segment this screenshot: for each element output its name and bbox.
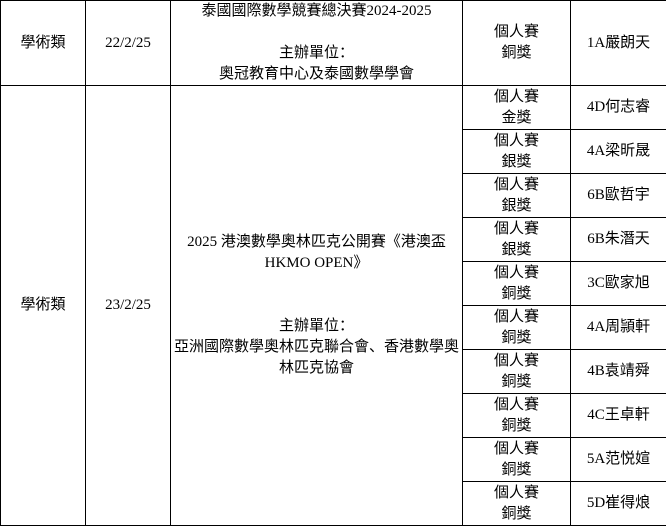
student-cell: 6B歐哲宇 bbox=[571, 174, 666, 218]
award-cell: 個人賽 銅獎 bbox=[463, 350, 571, 394]
event-cell: 2025 港澳數學奧林匹克公開賽《港澳盃 HKMO OPEN》 主辦單位： 亞洲… bbox=[171, 86, 463, 526]
organizer-name: 亞洲國際數學奧林匹克聯合會、香港數學奧林匹克協會 bbox=[173, 337, 460, 379]
award-type: 個人賽 bbox=[465, 175, 568, 196]
award-type: 個人賽 bbox=[465, 219, 568, 240]
category-cell: 學術類 bbox=[1, 1, 86, 86]
date-cell: 22/2/25 bbox=[86, 1, 171, 86]
award-medal: 銅獎 bbox=[465, 504, 568, 525]
date-cell: 23/2/25 bbox=[86, 86, 171, 526]
award-cell: 個人賽 銅獎 bbox=[463, 438, 571, 482]
award-type: 個人賽 bbox=[465, 307, 568, 328]
award-type: 個人賽 bbox=[465, 395, 568, 416]
student-cell: 4C王卓軒 bbox=[571, 394, 666, 438]
award-medal: 銅獎 bbox=[465, 284, 568, 305]
award-type: 個人賽 bbox=[465, 483, 568, 504]
event-title: 泰國國際數學競賽總決賽2024-2025 bbox=[173, 1, 460, 22]
organizer-name: 奧冠教育中心及泰國數學學會 bbox=[173, 64, 460, 85]
student-cell: 4D何志睿 bbox=[571, 86, 666, 130]
award-type: 個人賽 bbox=[465, 87, 568, 108]
organizer-label: 主辦單位： bbox=[173, 316, 460, 337]
student-cell: 6B朱潛天 bbox=[571, 218, 666, 262]
award-cell: 個人賽 銅獎 bbox=[463, 482, 571, 526]
award-medal: 銅獎 bbox=[465, 328, 568, 349]
award-cell: 個人賽 銅獎 bbox=[463, 394, 571, 438]
category-cell: 學術類 bbox=[1, 86, 86, 526]
student-cell: 4A梁昕晟 bbox=[571, 130, 666, 174]
award-medal: 銀獎 bbox=[465, 196, 568, 217]
award-cell: 個人賽 金獎 bbox=[463, 86, 571, 130]
award-cell: 個人賽 銀獎 bbox=[463, 218, 571, 262]
award-cell: 個人賽 銀獎 bbox=[463, 174, 571, 218]
award-type: 個人賽 bbox=[465, 131, 568, 152]
award-cell: 個人賽 銅獎 bbox=[463, 306, 571, 350]
award-cell: 個人賽 銅獎 bbox=[463, 262, 571, 306]
award-medal: 銅獎 bbox=[465, 372, 568, 393]
student-cell: 4B袁靖舜 bbox=[571, 350, 666, 394]
event-title: 2025 港澳數學奧林匹克公開賽《港澳盃 HKMO OPEN》 bbox=[173, 232, 460, 274]
student-cell: 5A范悦媗 bbox=[571, 438, 666, 482]
event-cell: 泰國國際數學競賽總決賽2024-2025 主辦單位： 奧冠教育中心及泰國數學學會 bbox=[171, 1, 463, 86]
award-medal: 金獎 bbox=[465, 108, 568, 129]
organizer-label: 主辦單位： bbox=[173, 43, 460, 64]
student-cell: 4A周頴軒 bbox=[571, 306, 666, 350]
award-type: 個人賽 bbox=[465, 263, 568, 284]
student-cell: 1A嚴朗天 bbox=[571, 1, 666, 86]
award-cell: 個人賽 銀獎 bbox=[463, 130, 571, 174]
student-cell: 3C歐家旭 bbox=[571, 262, 666, 306]
award-medal: 銀獎 bbox=[465, 152, 568, 173]
award-medal: 銅獎 bbox=[465, 43, 568, 64]
award-medal: 銀獎 bbox=[465, 240, 568, 261]
award-cell: 個人賽 銅獎 bbox=[463, 1, 571, 86]
student-cell: 5D崔得烺 bbox=[571, 482, 666, 526]
award-type: 個人賽 bbox=[465, 351, 568, 372]
award-type: 個人賽 bbox=[465, 439, 568, 460]
table-row: 學術類 23/2/25 2025 港澳數學奧林匹克公開賽《港澳盃 HKMO OP… bbox=[1, 86, 666, 130]
award-medal: 銅獎 bbox=[465, 460, 568, 481]
table-row: 學術類 22/2/25 泰國國際數學競賽總決賽2024-2025 主辦單位： 奧… bbox=[1, 1, 666, 86]
award-medal: 銅獎 bbox=[465, 416, 568, 437]
award-type: 個人賽 bbox=[465, 22, 568, 43]
